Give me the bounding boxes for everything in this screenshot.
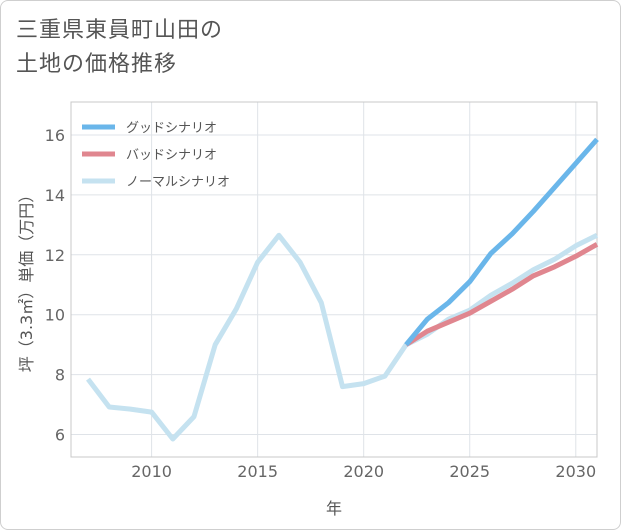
series-line-0 [86,232,599,442]
x-axis-label: 年 [326,499,342,518]
x-axis-ticks: 2010 2015 2020 2025 2030 [131,462,596,481]
chart-title: 三重県東員町山田の 土地の価格推移 [16,14,223,82]
y-tick-label: 14 [45,186,65,205]
y-axis-ticks: 6 8 10 12 14 16 [45,126,65,445]
series-lines [86,137,599,442]
x-tick-label: 2020 [343,462,384,481]
series-line-2 [404,137,599,347]
legend-label: ノーマルシナリオ [126,175,230,190]
chart-title-line-1: 三重県東員町山田の [16,18,224,43]
legend-label: バッドシナリオ [126,148,217,163]
y-tick-label: 8 [55,366,65,385]
y-tick-label: 10 [45,306,65,325]
y-tick-label: 16 [45,126,65,145]
legend-label: グッドシナリオ [126,121,217,136]
x-tick-label: 2010 [131,462,172,481]
y-tick-label: 6 [55,426,65,445]
x-tick-label: 2030 [555,462,596,481]
x-tick-label: 2015 [237,462,278,481]
chart-title-line-2: 土地の価格推移 [16,52,178,77]
y-axis-label: 坪（3.3㎡）単価（万円） [17,187,36,372]
series-line-1 [404,242,599,347]
y-tick-label: 12 [45,246,65,265]
x-tick-label: 2025 [449,462,490,481]
plot-area [70,101,598,458]
